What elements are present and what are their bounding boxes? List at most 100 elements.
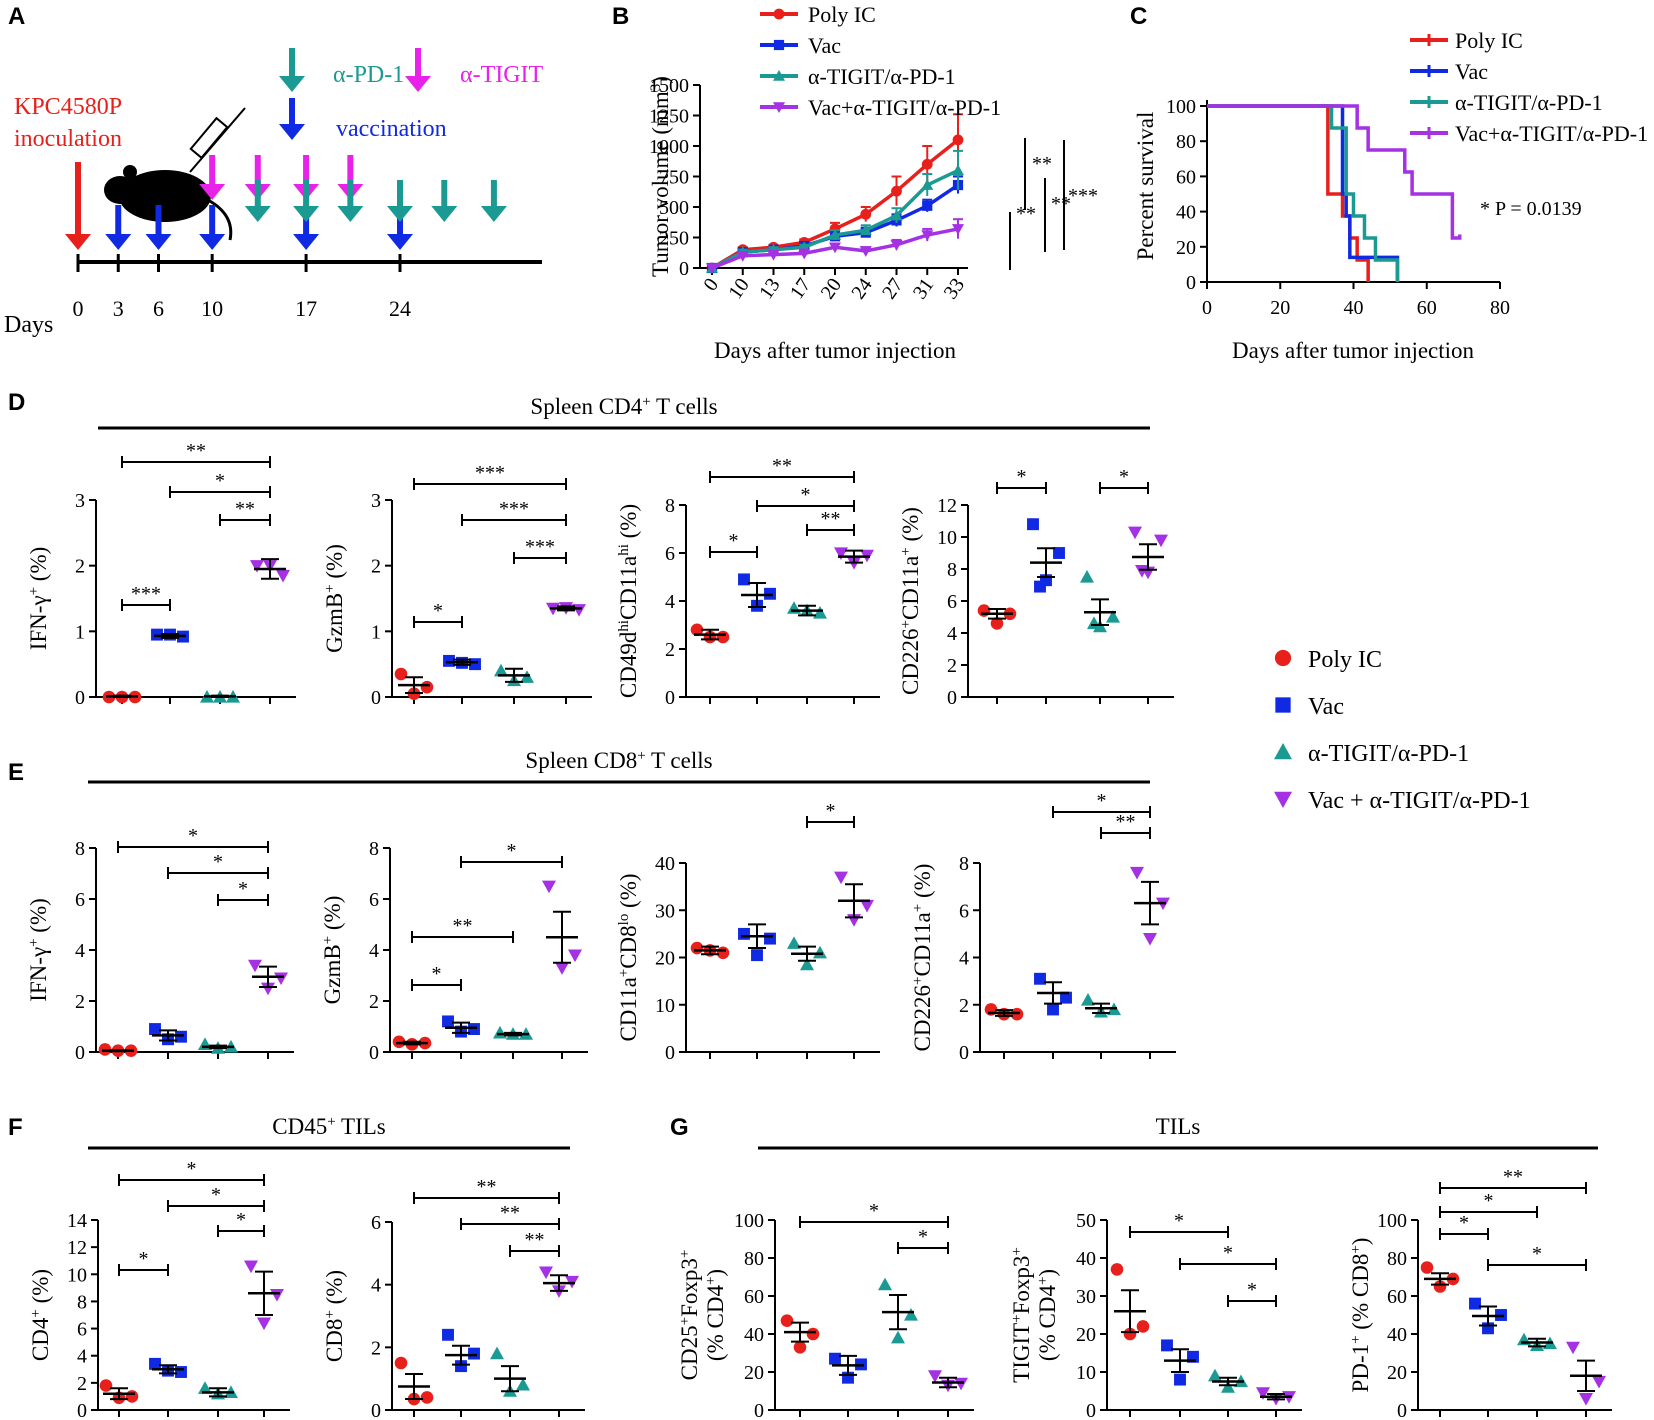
data-point — [1080, 570, 1094, 583]
y-tick-label: 0 — [679, 258, 689, 280]
pd1-arrow — [480, 180, 507, 222]
pd1-arrow — [337, 180, 364, 222]
y-tick-label: 80 — [1387, 1248, 1407, 1270]
sig-label: * — [729, 530, 739, 552]
y-tick-label: 80 — [744, 1248, 764, 1270]
x-tick-label: 33 — [940, 274, 969, 303]
vaccination-arrow — [199, 205, 226, 250]
header-title: Spleen CD8+ T cells — [525, 748, 712, 773]
y-axis-title: PD-1+ (% CD8+) — [1348, 1238, 1373, 1393]
y-tick-label: 2 — [665, 639, 675, 661]
data-point — [151, 628, 163, 641]
y-tick-label: 14 — [67, 1210, 87, 1232]
data-point — [829, 1352, 841, 1365]
y-tick-label: 1000 — [649, 136, 689, 158]
header-tils: TILs — [758, 1114, 1598, 1150]
data-point — [175, 1366, 187, 1378]
data-point — [928, 1370, 942, 1383]
data-point — [455, 1360, 467, 1373]
data-point — [1469, 1297, 1481, 1310]
data-point — [829, 242, 841, 254]
y-tick-label: 0 — [75, 1042, 85, 1064]
y-tick-label: 1 — [371, 621, 381, 643]
y-axis-title: IFN-γ+ (%) — [26, 547, 51, 651]
tigit-arrow — [199, 155, 226, 200]
data-point — [890, 240, 903, 251]
pd1-arrow — [293, 180, 320, 222]
y-tick-label: 2 — [947, 655, 957, 677]
sig-label: ** — [477, 1176, 497, 1198]
survival-curve — [1207, 104, 1400, 282]
x-tick-label: 17 — [786, 274, 815, 303]
data-point — [806, 1327, 820, 1341]
dotplot-e3: 0 10 20 30 40 CD11a+CD8lo (%) * — [616, 800, 880, 1064]
sig-label: * — [236, 1209, 246, 1231]
y-axis-title: CD8+ (%) — [322, 1270, 347, 1362]
sig-label: * — [187, 1158, 197, 1180]
y-tick-label: 1500 — [649, 75, 689, 97]
data-point — [842, 1371, 854, 1384]
data-point — [990, 617, 1004, 630]
sig-label: *** — [499, 498, 529, 520]
data-point — [716, 946, 730, 960]
timeline-day-label: 6 — [153, 296, 164, 321]
y-tick-label: 40 — [655, 853, 675, 875]
y-axis-title: (% CD4+) — [1035, 1269, 1060, 1361]
y-tick-label: 0 — [665, 1042, 675, 1064]
data-point — [800, 957, 814, 971]
data-point — [1060, 991, 1072, 1004]
data-point — [1174, 1373, 1186, 1386]
legend-label: Vac — [1308, 694, 1344, 720]
sig-label: ** — [1032, 153, 1052, 175]
y-tick-label: 4 — [369, 940, 379, 962]
sig-label: ** — [821, 508, 841, 530]
data-point — [706, 263, 718, 274]
legend-pd1-arrow — [279, 48, 305, 92]
sig-label: * — [211, 1184, 221, 1206]
data-point — [442, 1015, 454, 1028]
mouse-syringe-icon — [104, 107, 246, 241]
legend-item-marker — [773, 39, 785, 51]
sig-label: * — [213, 851, 223, 873]
data-point — [1161, 1339, 1173, 1352]
sig-label: ** — [453, 915, 473, 937]
data-point — [922, 200, 933, 211]
data-point — [780, 1314, 794, 1327]
data-point — [921, 230, 934, 242]
sig-label: * — [238, 878, 248, 900]
sig-label: ** — [1016, 203, 1036, 225]
y-axis-title: Tumor volume (mm3) — [648, 76, 673, 277]
y-tick-label: 8 — [947, 559, 957, 581]
data-point — [392, 1035, 406, 1049]
data-point — [738, 927, 750, 940]
sig-label: * — [433, 600, 443, 622]
data-point — [469, 658, 481, 671]
x-tick-label: 60 — [1417, 297, 1437, 319]
y-tick-label: 10 — [937, 527, 957, 549]
sig-label: ** — [772, 455, 792, 477]
y-tick-label: 0 — [665, 687, 675, 709]
timeline-day-label: 0 — [73, 296, 84, 321]
data-point — [468, 1347, 480, 1360]
y-axis-title: CD49dhiCD11ahi (%) — [616, 504, 641, 698]
data-point — [952, 134, 964, 146]
data-point — [834, 871, 848, 885]
legend-label: Poly IC — [808, 2, 876, 27]
header-title: TILs — [1156, 1114, 1201, 1139]
panel-label-e: E — [8, 759, 24, 786]
sig-label: ** — [500, 1202, 520, 1224]
y-tick-label: 8 — [959, 853, 969, 875]
y-tick-label: 2 — [369, 991, 379, 1013]
y-tick-label: 30 — [1076, 1286, 1096, 1308]
data-point — [1187, 1350, 1199, 1363]
data-point — [952, 224, 964, 235]
header-spleen-cd8: Spleen CD8+ T cells — [88, 748, 1150, 784]
sig-label: * — [1223, 1242, 1233, 1264]
data-point — [516, 1377, 530, 1391]
y-tick-label: 3 — [371, 490, 381, 512]
legend-label: Vac+α-TIGIT/α-PD-1 — [808, 95, 1001, 120]
y-tick-label: 100 — [1166, 96, 1196, 118]
legend-marker — [1274, 743, 1292, 760]
